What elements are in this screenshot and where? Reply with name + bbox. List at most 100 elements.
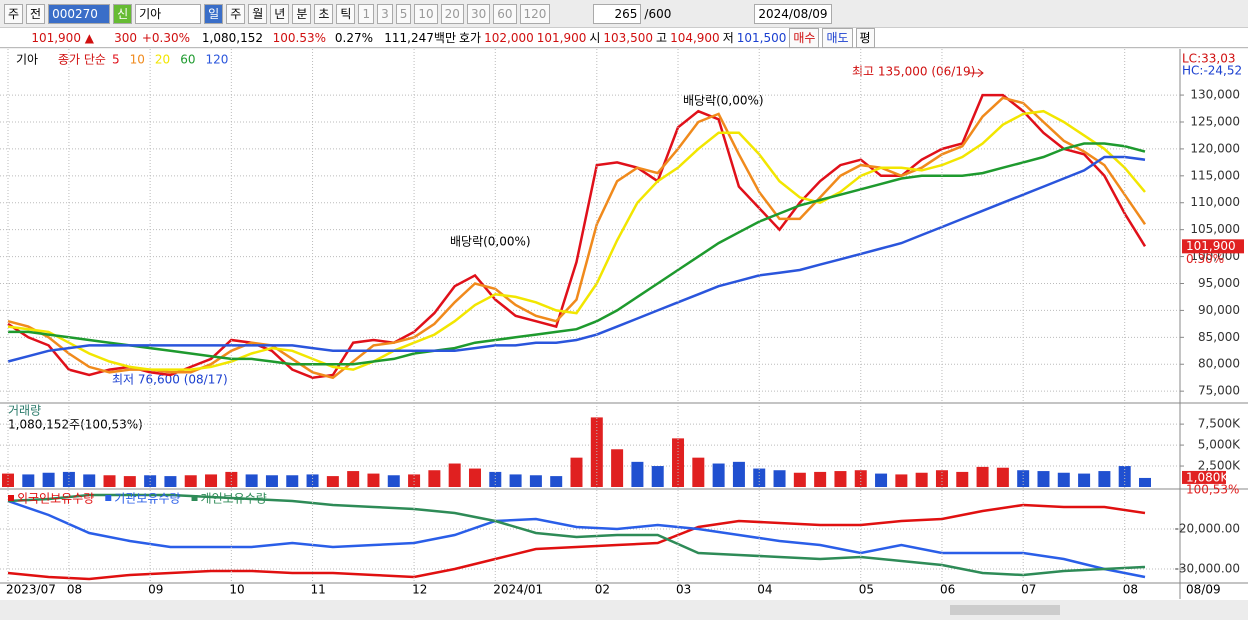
period-button[interactable]: 분 — [292, 3, 312, 24]
bar — [265, 475, 278, 487]
x-tick-label: 05 — [859, 583, 874, 597]
period-button[interactable]: 주 — [226, 3, 246, 24]
count-input[interactable]: 265 — [593, 3, 642, 24]
bar — [1139, 477, 1151, 487]
bar — [2, 473, 14, 487]
bar — [834, 471, 847, 487]
y-tick-label: 125,000 — [1190, 114, 1240, 128]
legend-entry: 기관보유수량 — [114, 492, 180, 506]
quote-bar: 101,900 ▲ 300 +0.30% 1,080,152 100.53% 0… — [0, 27, 1248, 48]
count-total: /600 — [644, 6, 672, 21]
bar — [712, 463, 725, 487]
interval-button[interactable]: 3 — [377, 3, 393, 24]
interval-button[interactable]: 10 — [414, 3, 438, 24]
volume-tag-label: 1,080K — [1186, 470, 1229, 484]
bar — [672, 438, 685, 487]
interval-button[interactable]: 20 — [440, 3, 464, 24]
badge: 신 — [113, 3, 133, 24]
label: 고 — [656, 31, 668, 45]
code-input[interactable]: 000270 — [48, 3, 111, 24]
bar — [1057, 472, 1070, 487]
bar — [753, 468, 766, 487]
price-tag — [1182, 239, 1244, 254]
x-tick-label: 08 — [1123, 583, 1138, 597]
y-tick-label: 75,000 — [1198, 384, 1240, 398]
bar — [814, 471, 827, 487]
interval-button[interactable]: 30 — [466, 3, 491, 24]
ask: 102,000 — [484, 30, 534, 45]
bar — [590, 417, 603, 487]
y-tick-label: 90,000 — [1198, 303, 1240, 317]
bar — [1037, 471, 1050, 487]
end-date: 08/09 — [1186, 583, 1221, 597]
y-tick-label: 85,000 — [1198, 330, 1240, 344]
stock-name: 기아 — [16, 53, 38, 67]
price-tag-label: 101,900 — [1186, 239, 1236, 253]
y-tick-label: 5,000K — [1198, 438, 1241, 452]
annotation: 최고 135,000 (06/19) — [852, 65, 975, 79]
background — [0, 49, 1248, 621]
bar — [164, 476, 177, 487]
bar — [306, 474, 319, 487]
interval-button[interactable]: 1 — [358, 3, 375, 24]
y-tick-label: 80,000 — [1198, 357, 1240, 371]
high: 104,900 — [670, 30, 720, 45]
period-button[interactable]: 월 — [248, 3, 268, 24]
legend-entry: 외국인보유수량 — [17, 492, 94, 506]
bar — [895, 474, 908, 487]
button[interactable]: 주 — [4, 3, 24, 24]
lc: LC:33,03 — [1182, 52, 1235, 66]
bar — [448, 463, 461, 487]
bar — [793, 472, 806, 487]
price-tag-pct: 0.30% — [1186, 252, 1224, 266]
interval-button[interactable]: 120 — [519, 3, 551, 24]
bar — [550, 476, 563, 487]
price: 101,900 ▲ — [31, 30, 94, 45]
label: 저 — [722, 31, 734, 45]
volume-tag — [1182, 470, 1226, 484]
bar — [611, 449, 624, 487]
legend-swatch — [8, 495, 14, 501]
period-button[interactable]: 초 — [314, 3, 334, 24]
bar — [184, 475, 197, 487]
period-button[interactable]: 틱 — [336, 3, 356, 24]
x-tick-label: 09 — [148, 583, 163, 597]
period-button[interactable]: 년 — [270, 3, 290, 24]
panel-title: 거래량 — [8, 404, 41, 418]
sell-button[interactable]: 매도 — [822, 27, 853, 48]
bar — [509, 474, 522, 487]
x-tick-label: 2023/07 — [6, 583, 56, 597]
change-pct: +0.30% — [141, 30, 190, 45]
bar — [62, 471, 75, 487]
x-tick-label: 11 — [311, 583, 326, 597]
button[interactable]: 전 — [26, 3, 46, 24]
bar — [123, 476, 136, 487]
bar — [1078, 473, 1091, 487]
interval-button[interactable]: 60 — [493, 3, 517, 24]
change: 300 — [114, 30, 137, 45]
x-tick-label: 08 — [67, 583, 82, 597]
interval-button[interactable]: 5 — [395, 3, 412, 24]
period-button[interactable]: 일 — [204, 3, 224, 24]
legend-swatch — [105, 495, 112, 501]
bar — [570, 457, 583, 487]
line-series — [7, 155, 1146, 363]
name-input[interactable]: 기아 — [135, 3, 202, 24]
low: 101,500 — [736, 30, 787, 45]
bar — [387, 475, 400, 487]
buy-button[interactable]: 매수 — [789, 27, 820, 48]
bar — [773, 470, 786, 487]
bar — [1098, 471, 1111, 487]
bar — [326, 476, 339, 487]
date-input[interactable]: 2024/08/09 — [754, 3, 832, 24]
legend-entry: 개인보유수량 — [201, 492, 267, 506]
avg-button[interactable]: 평 — [855, 27, 875, 48]
scroll-thumb[interactable] — [950, 605, 1060, 615]
y-tick-label: 110,000 — [1190, 195, 1240, 209]
x-tick-label: 03 — [676, 583, 691, 597]
bar — [1118, 466, 1131, 487]
x-tick-label: 02 — [595, 583, 610, 597]
legend-entry: 5 — [112, 53, 120, 67]
x-tick-label: 2024/01 — [493, 583, 543, 597]
scrollbar[interactable] — [0, 600, 1248, 620]
